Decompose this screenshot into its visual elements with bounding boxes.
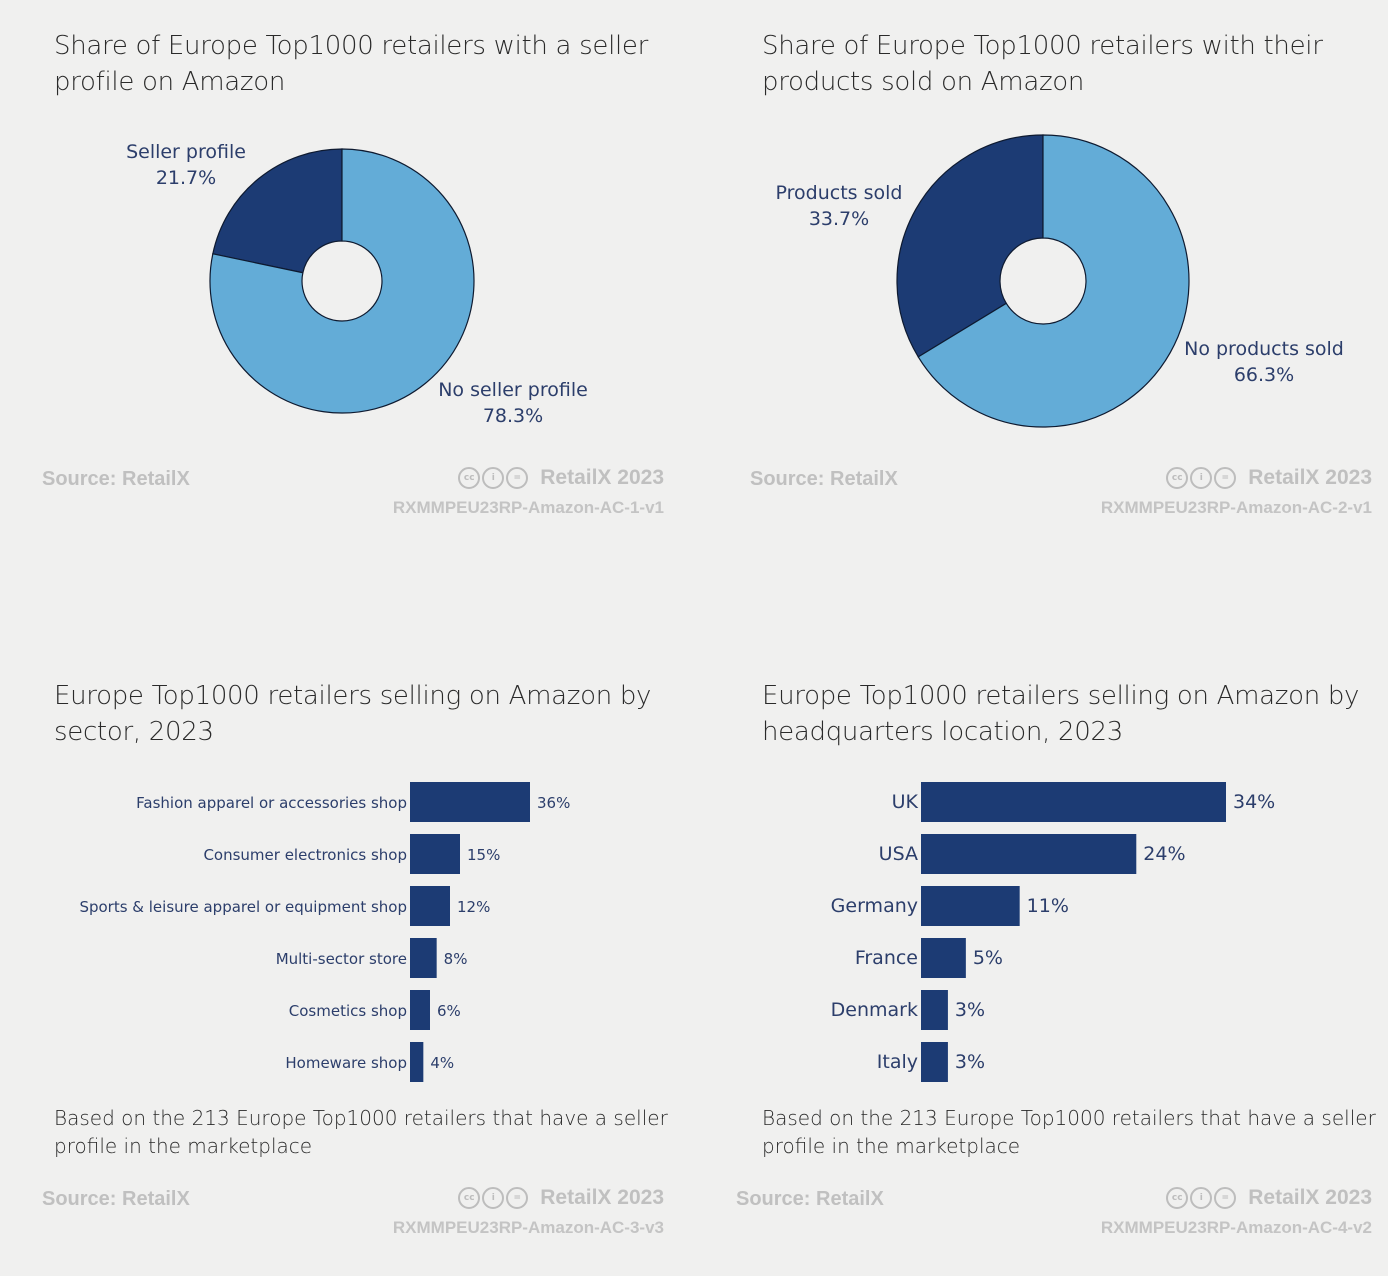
chart-title: Share of Europe Top1000 retailers with a…: [54, 31, 649, 97]
value-label: 11%: [1027, 895, 1069, 917]
value-label: 3%: [955, 1051, 985, 1073]
chart-code: RXMMPEU23RP-Amazon-AC-4-v2: [1100, 1218, 1372, 1237]
category-label: Denmark: [831, 999, 918, 1021]
brand-mark: cc i = RetailX 2023: [458, 1186, 664, 1210]
category-label: Sports & leisure apparel or equipment sh…: [79, 898, 407, 916]
value-label: 15%: [467, 846, 500, 864]
value-label: 6%: [437, 1002, 461, 1020]
value-label: 24%: [1143, 843, 1185, 865]
value-label: 36%: [537, 794, 570, 812]
donut-chart: Seller profile 21.7% No seller profile 78.3…: [126, 141, 588, 427]
donut-chart: Products sold 33.7% No products sold 66.3%: [776, 134, 1344, 428]
chart-panel-by-sector: Europe Top1000 retailers selling on Amaz…: [0, 640, 694, 1276]
chart-panel-products-sold: Share of Europe Top1000 retailers with t…: [694, 0, 1388, 560]
value-label: 5%: [973, 947, 1003, 969]
slice-name-label: Products sold: [776, 182, 903, 204]
bar-usa: [921, 834, 1137, 874]
brand-text: RetailX 2023: [1248, 466, 1372, 489]
brand-text: RetailX 2023: [1248, 1186, 1372, 1209]
category-label: Italy: [877, 1051, 918, 1073]
category-label: Consumer electronics shop: [203, 846, 407, 864]
bar-germany: [921, 886, 1020, 926]
slice-value-label: 78.3%: [483, 405, 543, 427]
chart-code: RXMMPEU23RP-Amazon-AC-3-v3: [392, 1218, 664, 1237]
bar-consumer-electronics-shop: [410, 834, 460, 874]
category-label: UK: [892, 791, 919, 813]
chart-title: Europe Top1000 retailers selling on Amaz…: [762, 681, 1360, 747]
chart-title: Share of Europe Top1000 retailers with t…: [762, 31, 1323, 97]
category-label: USA: [879, 843, 918, 865]
creative-commons-icon: cc i =: [1166, 1187, 1237, 1209]
chart-title: Europe Top1000 retailers selling on Amaz…: [54, 681, 652, 747]
category-label: Cosmetics shop: [289, 1002, 407, 1020]
bar-denmark: [921, 990, 948, 1030]
bar-chart: Fashion apparel or accessories shop 36% Co…: [79, 782, 570, 1082]
value-label: 8%: [444, 950, 468, 968]
chart-code: RXMMPEU23RP-Amazon-AC-1-v1: [392, 498, 664, 517]
creative-commons-icon: cc i =: [458, 1187, 529, 1209]
value-label: 12%: [457, 898, 490, 916]
slice-value-label: 66.3%: [1234, 364, 1294, 386]
bar-italy: [921, 1042, 948, 1082]
source-text: Source: RetailX: [42, 1188, 190, 1210]
chart-note: Based on the 213 Europe Top1000 retailer…: [762, 1106, 1376, 1158]
category-label: Multi-sector store: [276, 950, 407, 968]
bar-cosmetics-shop: [410, 990, 430, 1030]
pie-slice-seller-profile: [212, 148, 343, 274]
bar-fashion-apparel-or-accessories-shop: [410, 782, 530, 822]
slice-value-label: 33.7%: [809, 208, 869, 230]
category-label: Fashion apparel or accessories shop: [136, 794, 407, 812]
chart-note: Based on the 213 Europe Top1000 retailer…: [54, 1106, 668, 1158]
bar-homeware-shop: [410, 1042, 424, 1082]
chart-panel-seller-profile: Share of Europe Top1000 retailers with a…: [0, 0, 694, 560]
bar-sports-leisure-apparel-or-equipment-shop: [410, 886, 450, 926]
pie-slice-no-products-sold: [917, 134, 1190, 428]
pie-slice-no-seller-profile: [209, 148, 475, 414]
value-label: 3%: [955, 999, 985, 1021]
bar-france: [921, 938, 966, 978]
brand-mark: cc i = RetailX 2023: [458, 466, 664, 490]
creative-commons-icon: cc i =: [1166, 467, 1237, 489]
chart-code: RXMMPEU23RP-Amazon-AC-2-v1: [1100, 498, 1372, 517]
slice-name-label: No seller profile: [438, 379, 588, 401]
category-label: France: [855, 947, 918, 969]
bar-chart: UK 34% USA 24% Germany 11% France 5% Denmark 3% It…: [831, 782, 1275, 1082]
source-text: Source: RetailX: [750, 468, 898, 490]
brand-mark: cc i = RetailX 2023: [1166, 1186, 1372, 1210]
category-label: Germany: [831, 895, 918, 917]
value-label: 34%: [1233, 791, 1275, 813]
source-text: Source: RetailX: [42, 468, 190, 490]
creative-commons-icon: cc i =: [458, 467, 529, 489]
category-label: Homeware shop: [285, 1054, 407, 1072]
source-text: Source: RetailX: [736, 1188, 884, 1210]
slice-value-label: 21.7%: [156, 167, 216, 189]
pie-slice-products-sold: [896, 134, 1044, 358]
brand-text: RetailX 2023: [540, 1186, 664, 1209]
slice-name-label: No products sold: [1184, 338, 1344, 360]
value-label: 4%: [430, 1054, 454, 1072]
slice-name-label: Seller profile: [126, 141, 246, 163]
brand-mark: cc i = RetailX 2023: [1166, 466, 1372, 490]
brand-text: RetailX 2023: [540, 466, 664, 489]
bar-multi-sector-store: [410, 938, 437, 978]
bar-uk: [921, 782, 1226, 822]
chart-panel-by-hq-location: Europe Top1000 retailers selling on Amaz…: [694, 640, 1388, 1276]
